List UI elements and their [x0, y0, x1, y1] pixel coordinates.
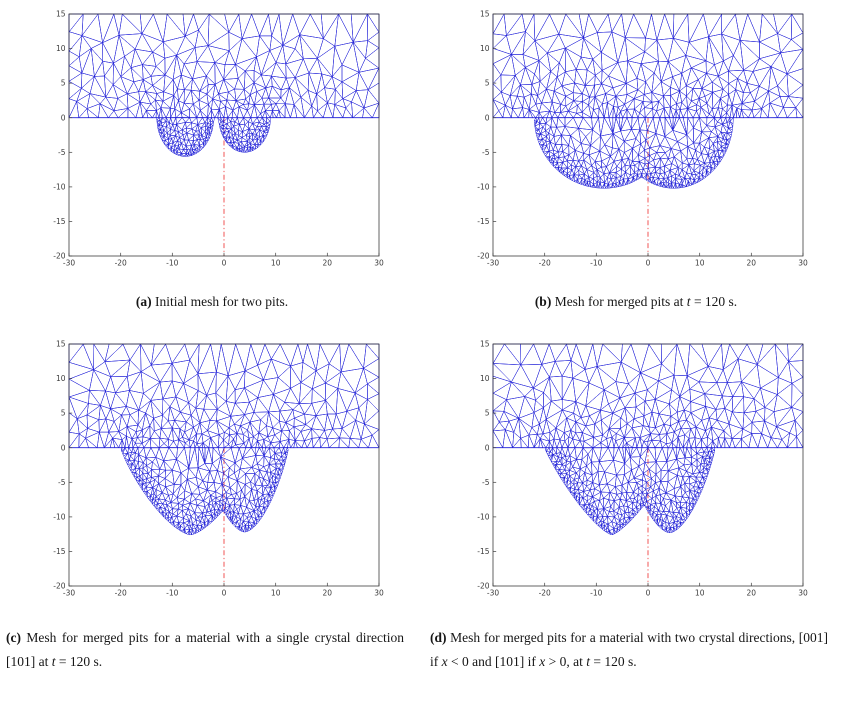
axes-box	[68, 343, 380, 587]
svg-text:30: 30	[374, 259, 384, 268]
caption-b-text: Mesh for merged pits at t = 120 s.	[551, 294, 738, 309]
svg-text:0: 0	[485, 443, 490, 452]
svg-text:-10: -10	[590, 259, 602, 268]
figure-row-top: -30 -20 -10 0 10 20 30 15 10 5 0 -5 -10 -15 -20 (a) In…	[0, 0, 848, 310]
svg-text:-5: -5	[482, 478, 490, 487]
svg-text:-5: -5	[58, 478, 66, 487]
caption-row-bottom: (c) Mesh for merged pits for a material …	[0, 626, 848, 675]
svg-text:-20: -20	[539, 259, 551, 268]
svg-text:0: 0	[61, 443, 66, 452]
svg-text:-15: -15	[53, 217, 65, 226]
tick-marks	[492, 13, 804, 257]
svg-text:20: 20	[323, 589, 333, 598]
svg-text:10: 10	[695, 259, 705, 268]
svg-text:-15: -15	[477, 217, 489, 226]
tick-marks	[68, 343, 380, 587]
caption-d: (d) Mesh for merged pits for a material …	[430, 626, 828, 675]
svg-text:5: 5	[61, 79, 66, 88]
tick-marks	[68, 13, 380, 257]
svg-text:-30: -30	[63, 589, 75, 598]
svg-text:10: 10	[480, 374, 490, 383]
svg-text:20: 20	[323, 259, 333, 268]
triangular-mesh	[68, 343, 380, 536]
svg-text:15: 15	[480, 10, 490, 19]
svg-text:10: 10	[56, 44, 66, 53]
caption-a: (a) Initial mesh for two pits.	[136, 294, 288, 310]
svg-text:10: 10	[695, 589, 705, 598]
svg-text:10: 10	[271, 259, 281, 268]
svg-text:30: 30	[374, 589, 384, 598]
svg-text:30: 30	[798, 589, 808, 598]
svg-text:-30: -30	[63, 259, 75, 268]
svg-text:10: 10	[271, 589, 281, 598]
svg-text:-10: -10	[477, 513, 489, 522]
caption-b: (b) Mesh for merged pits at t = 120 s.	[535, 294, 737, 310]
svg-text:-5: -5	[482, 148, 490, 157]
figure-row-bottom: -30 -20 -10 0 10 20 30 15 10 5 0 -5 -10 -15 -20 -30 -20…	[0, 310, 848, 598]
svg-text:10: 10	[56, 374, 66, 383]
svg-text:-20: -20	[53, 582, 65, 591]
caption-a-label: (a)	[135, 294, 152, 309]
svg-text:30: 30	[798, 259, 808, 268]
tick-marks	[492, 343, 804, 587]
svg-text:-30: -30	[487, 259, 499, 268]
caption-c-text: Mesh for merged pits for a material with…	[6, 630, 404, 670]
panel-a: -30 -20 -10 0 10 20 30 15 10 5 0 -5 -10 -15 -20 (a) In…	[0, 0, 424, 310]
svg-text:-10: -10	[53, 513, 65, 522]
axes-box	[492, 343, 804, 587]
panel-d: -30 -20 -10 0 10 20 30 15 10 5 0 -5 -10 -15 -20	[424, 310, 848, 598]
svg-text:-10: -10	[166, 589, 178, 598]
svg-text:0: 0	[222, 259, 227, 268]
svg-text:15: 15	[56, 10, 66, 19]
svg-text:5: 5	[61, 409, 66, 418]
svg-text:-15: -15	[53, 547, 65, 556]
svg-text:-20: -20	[539, 589, 551, 598]
svg-text:10: 10	[480, 44, 490, 53]
caption-a-text: Initial mesh for two pits.	[151, 294, 289, 309]
svg-text:0: 0	[222, 589, 227, 598]
panel-b: -30 -20 -10 0 10 20 30 15 10 5 0 -5 -10 -15 -20 (b) Me…	[424, 0, 848, 310]
svg-text:15: 15	[480, 340, 490, 349]
caption-d-label: (d)	[430, 630, 447, 645]
triangular-mesh	[68, 13, 380, 157]
panel-c: -30 -20 -10 0 10 20 30 15 10 5 0 -5 -10 -15 -20	[0, 310, 424, 598]
svg-text:-20: -20	[477, 252, 489, 261]
svg-text:5: 5	[485, 79, 490, 88]
svg-text:0: 0	[646, 589, 651, 598]
triangular-mesh	[492, 13, 804, 189]
svg-text:-5: -5	[58, 148, 66, 157]
caption-c: (c) Mesh for merged pits for a material …	[6, 626, 404, 675]
caption-d-text: Mesh for merged pits for a material with…	[430, 630, 828, 670]
svg-text:20: 20	[747, 589, 757, 598]
svg-text:5: 5	[485, 409, 490, 418]
svg-text:-15: -15	[477, 547, 489, 556]
svg-text:-10: -10	[477, 183, 489, 192]
svg-text:-20: -20	[477, 582, 489, 591]
svg-text:0: 0	[61, 113, 66, 122]
svg-text:-20: -20	[115, 259, 127, 268]
caption-b-label: (b)	[534, 294, 552, 309]
svg-text:20: 20	[747, 259, 757, 268]
svg-text:-10: -10	[53, 183, 65, 192]
svg-text:0: 0	[485, 113, 490, 122]
svg-text:15: 15	[56, 340, 66, 349]
svg-text:0: 0	[646, 259, 651, 268]
svg-text:-10: -10	[166, 259, 178, 268]
svg-text:-20: -20	[53, 252, 65, 261]
caption-c-label: (c)	[6, 630, 21, 645]
svg-text:-20: -20	[115, 589, 127, 598]
svg-text:-30: -30	[487, 589, 499, 598]
svg-text:-10: -10	[590, 589, 602, 598]
